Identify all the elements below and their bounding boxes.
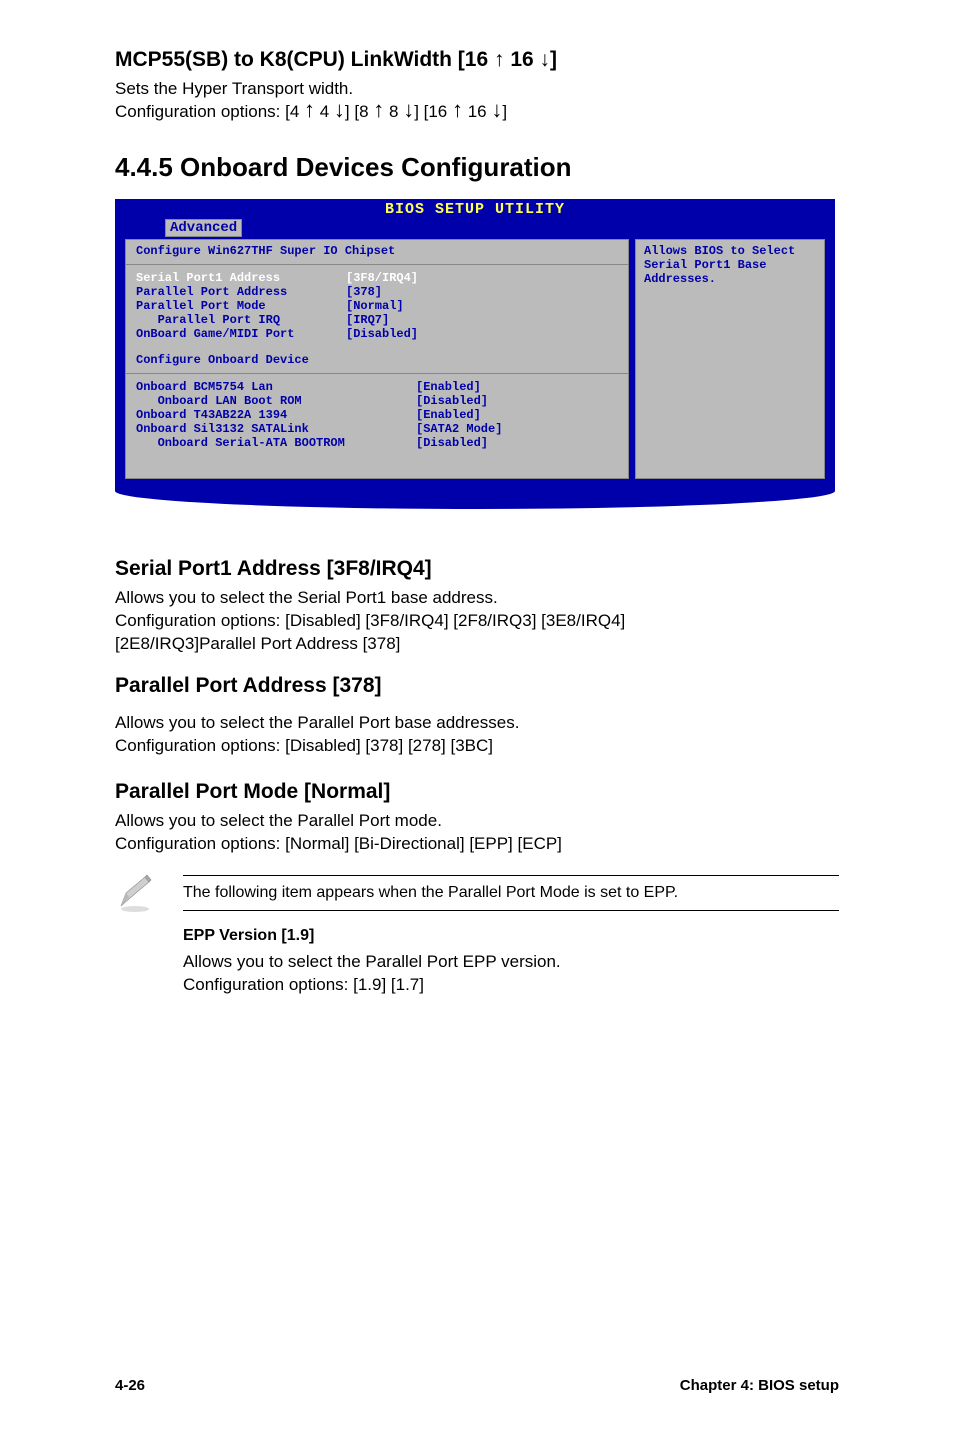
epp-block: EPP Version [1.9] Allows you to select t…: [183, 927, 839, 997]
serial-port-l2: Configuration options: [Disabled] [3F8/I…: [115, 610, 839, 633]
bios-setting-row: Onboard Serial-ATA BOOTROM[Disabled]: [136, 436, 618, 450]
mcp-line1: Sets the Hyper Transport width.: [115, 78, 839, 101]
bios-config-line: Configure Onboard Device: [136, 353, 618, 367]
arrow-down-icon: ↓: [491, 97, 502, 122]
bios-setting-value: [Enabled]: [416, 380, 481, 394]
divider: [126, 373, 628, 374]
bios-setting-key: Onboard Sil3132 SATALink: [136, 422, 416, 436]
t: 16: [463, 102, 491, 121]
bios-setting-value: [Enabled]: [416, 408, 481, 422]
bios-setting-key: Onboard Serial-ATA BOOTROM: [136, 436, 416, 450]
mcp-heading: MCP55(SB) to K8(CPU) LinkWidth [16 ↑ 16 …: [115, 48, 839, 72]
page-footer: 4-26 Chapter 4: BIOS setup: [115, 1377, 839, 1394]
bios-setting-key: Parallel Port Mode: [136, 299, 346, 313]
serial-port-l1: Allows you to select the Serial Port1 ba…: [115, 587, 839, 610]
bios-setting-row: Onboard Sil3132 SATALink[SATA2 Mode]: [136, 422, 618, 436]
note-text: The following item appears when the Para…: [183, 875, 839, 911]
bios-setting-value: [Disabled]: [416, 436, 488, 450]
t: ]: [502, 102, 507, 121]
page-number: 4-26: [115, 1377, 145, 1394]
chapter-label: Chapter 4: BIOS setup: [680, 1377, 839, 1394]
bios-setting-row: Parallel Port Address[378]: [136, 285, 618, 299]
parallel-addr-heading: Parallel Port Address [378]: [115, 674, 839, 698]
arrow-up-icon: ↑: [452, 97, 463, 122]
bios-help-line: Allows BIOS to Select: [644, 244, 816, 258]
bios-setting-value: [Disabled]: [346, 327, 418, 341]
bios-setting-key: Onboard T43AB22A 1394: [136, 408, 416, 422]
bios-setting-key: Parallel Port IRQ: [136, 313, 346, 327]
arrow-down-icon: ↓: [403, 97, 414, 122]
bios-tab-row: Advanced: [115, 218, 835, 237]
bios-left-header: Configure Win627THF Super IO Chipset: [136, 244, 618, 258]
bios-title: BIOS SETUP UTILITY: [385, 201, 565, 218]
bios-left-panel: Configure Win627THF Super IO Chipset Ser…: [125, 239, 629, 479]
bios-screenshot: BIOS SETUP UTILITY Advanced Configure Wi…: [115, 199, 835, 509]
serial-port-heading: Serial Port1 Address [3F8/IRQ4]: [115, 557, 839, 581]
bios-help-line: Addresses.: [644, 272, 816, 286]
bios-help-line: Serial Port1 Base: [644, 258, 816, 272]
bios-setting-key: Serial Port1 Address: [136, 271, 346, 285]
mcp-line2: Configuration options: [4 ↑ 4 ↓] [8 ↑ 8 …: [115, 101, 839, 124]
bios-setting-value: [SATA2 Mode]: [416, 422, 502, 436]
parallel-mode-l2: Configuration options: [Normal] [Bi-Dire…: [115, 833, 839, 856]
arrow-up-icon: ↑: [373, 97, 384, 122]
bios-setting-row: Serial Port1 Address[3F8/IRQ4]: [136, 271, 618, 285]
t: ] [16: [414, 102, 452, 121]
divider: [126, 264, 628, 265]
epp-heading: EPP Version [1.9]: [183, 927, 839, 945]
section-445-heading: 4.4.5 Onboard Devices Configuration: [115, 152, 839, 183]
bios-tab-advanced: Advanced: [165, 219, 242, 237]
bios-setting-key: Onboard LAN Boot ROM: [136, 394, 416, 408]
parallel-addr-l2: Configuration options: [Disabled] [378] …: [115, 735, 839, 758]
t: 8: [384, 102, 403, 121]
t: ] [8: [345, 102, 373, 121]
bios-setting-value: [Disabled]: [416, 394, 488, 408]
bios-setting-row: Parallel Port Mode[Normal]: [136, 299, 618, 313]
note-row: The following item appears when the Para…: [115, 873, 839, 913]
bios-panels: Configure Win627THF Super IO Chipset Ser…: [115, 239, 835, 479]
bios-setting-value: [Normal]: [346, 299, 404, 313]
bios-setting-row: Onboard BCM5754 Lan[Enabled]: [136, 380, 618, 394]
parallel-addr-l1: Allows you to select the Parallel Port b…: [115, 712, 839, 735]
bios-setting-value: [IRQ7]: [346, 313, 389, 327]
bios-setting-value: [3F8/IRQ4]: [346, 271, 418, 285]
bios-setting-row: Parallel Port IRQ[IRQ7]: [136, 313, 618, 327]
bios-setting-row: Onboard T43AB22A 1394[Enabled]: [136, 408, 618, 422]
mcp-cfg-prefix: Configuration options: [4: [115, 102, 304, 121]
epp-l2: Configuration options: [1.9] [1.7]: [183, 974, 839, 997]
parallel-mode-heading: Parallel Port Mode [Normal]: [115, 780, 839, 804]
bios-setting-key: OnBoard Game/MIDI Port: [136, 327, 346, 341]
bios-setting-row: Onboard LAN Boot ROM[Disabled]: [136, 394, 618, 408]
pencil-icon: [115, 873, 155, 913]
serial-port-l3: [2E8/IRQ3]Parallel Port Address [378]: [115, 633, 839, 656]
spacer: [136, 341, 618, 353]
epp-l1: Allows you to select the Parallel Port E…: [183, 951, 839, 974]
bios-setting-key: Parallel Port Address: [136, 285, 346, 299]
t: 4: [315, 102, 334, 121]
bios-right-panel: Allows BIOS to Select Serial Port1 Base …: [635, 239, 825, 479]
bios-setting-key: Onboard BCM5754 Lan: [136, 380, 416, 394]
arrow-down-icon: ↓: [334, 97, 345, 122]
bios-setting-row: OnBoard Game/MIDI Port[Disabled]: [136, 327, 618, 341]
bios-title-row: BIOS SETUP UTILITY: [115, 199, 835, 218]
arrow-up-icon: ↑: [304, 97, 315, 122]
bios-setting-value: [378]: [346, 285, 382, 299]
parallel-mode-l1: Allows you to select the Parallel Port m…: [115, 810, 839, 833]
spacer: [136, 450, 618, 468]
